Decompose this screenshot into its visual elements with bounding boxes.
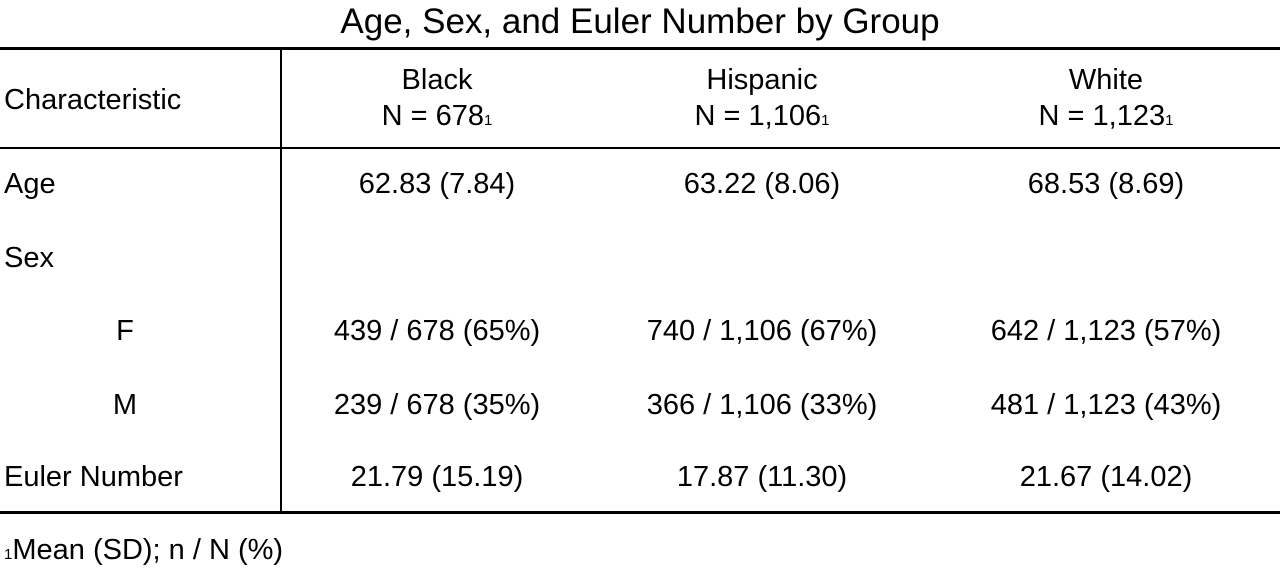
header-black-n: N = 6781 [282, 98, 592, 139]
header-hispanic-footnote-mark: 1 [821, 112, 830, 129]
header-black-footnote-mark: 1 [484, 112, 493, 129]
row-label-f: F [116, 315, 134, 347]
cell-age-white: 68.53 (8.69) [1027, 168, 1185, 200]
header-white: White N = 1,1231 [932, 62, 1280, 139]
header-black-n-value: N = 678 [381, 100, 485, 132]
cell-m-hispanic: 366 / 1,106 (33%) [646, 389, 878, 421]
header-hispanic-n-value: N = 1,106 [694, 100, 822, 132]
row-label-m: M [112, 389, 138, 421]
header-black-name: Black [401, 64, 473, 96]
cell-euler-hispanic: 17.87 (11.30) [676, 461, 848, 493]
header-rule [0, 147, 1280, 149]
cell-euler-white: 21.67 (14.02) [1019, 461, 1193, 493]
cell-m-black: 239 / 678 (35%) [333, 389, 541, 421]
cell-age-black: 62.83 (7.84) [358, 168, 516, 200]
header-white-footnote-mark: 1 [1165, 112, 1174, 129]
row-label-age: Age [4, 168, 56, 200]
header-white-name: White [1068, 64, 1144, 96]
header-hispanic: Hispanic N = 1,1061 [592, 62, 932, 139]
stub-divider [280, 49, 282, 512]
row-label-sex: Sex [4, 242, 54, 274]
cell-f-white: 642 / 1,123 (57%) [990, 315, 1222, 347]
header-black: Black N = 6781 [282, 62, 592, 139]
top-rule [0, 47, 1280, 50]
footnote-mark: 1 [4, 546, 13, 563]
header-white-n: N = 1,1231 [932, 98, 1280, 139]
cell-age-hispanic: 63.22 (8.06) [683, 168, 841, 200]
header-hispanic-n: N = 1,1061 [592, 98, 932, 139]
bottom-rule [0, 511, 1280, 514]
header-white-n-value: N = 1,123 [1038, 100, 1166, 132]
cell-m-white: 481 / 1,123 (43%) [990, 389, 1222, 421]
cell-euler-black: 21.79 (15.19) [350, 461, 524, 493]
cell-f-hispanic: 740 / 1,106 (67%) [646, 315, 878, 347]
footnote: 1Mean (SD); n / N (%) [4, 534, 283, 567]
footnote-text: Mean (SD); n / N (%) [12, 534, 284, 566]
cell-f-black: 439 / 678 (65%) [333, 315, 541, 347]
table-title: Age, Sex, and Euler Number by Group [340, 2, 940, 41]
header-hispanic-name: Hispanic [706, 64, 818, 96]
header-characteristic: Characteristic [4, 84, 182, 116]
row-label-euler-number: Euler Number [4, 461, 183, 493]
